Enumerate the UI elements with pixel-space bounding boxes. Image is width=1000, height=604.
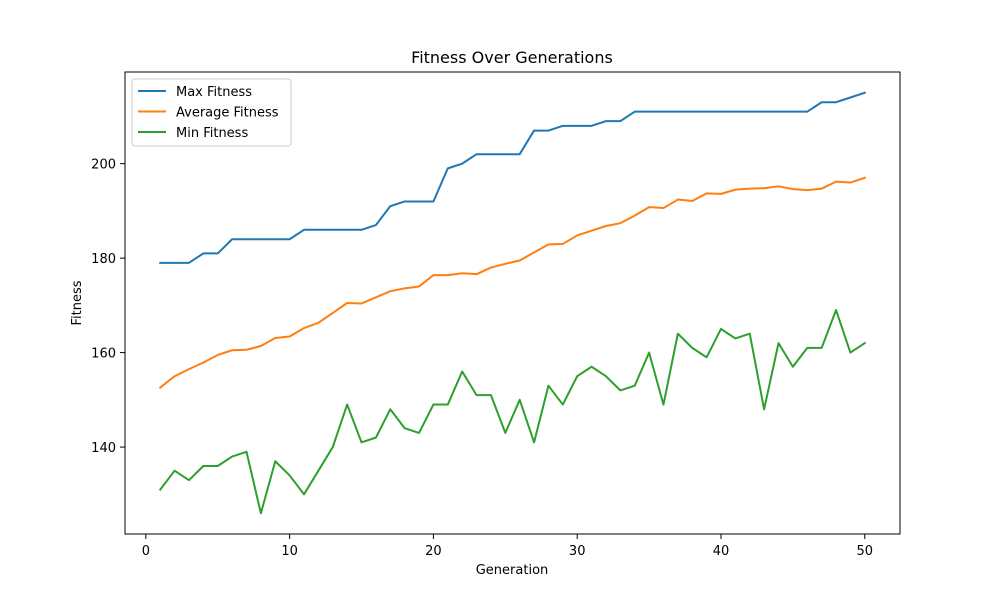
legend: Max Fitness Average Fitness Min Fitness bbox=[131, 78, 292, 147]
x-tick-label-1: 10 bbox=[281, 544, 298, 559]
legend-label-1: Average Fitness bbox=[176, 106, 279, 121]
plot-area bbox=[158, 91, 867, 515]
x-tick-label-3: 30 bbox=[569, 544, 586, 559]
series-line-2 bbox=[158, 309, 867, 515]
plot-frame bbox=[124, 71, 901, 535]
legend-box bbox=[131, 78, 292, 147]
y-tick-label-3: 200 bbox=[91, 158, 116, 173]
chart-title: Fitness Over Generations bbox=[411, 48, 613, 67]
legend-label-0: Max Fitness bbox=[176, 85, 252, 100]
x-axis-label: Generation bbox=[476, 563, 549, 578]
x-tick-label-4: 40 bbox=[713, 544, 730, 559]
x-axis: 0 10 20 30 40 50 bbox=[142, 534, 873, 559]
x-tick-label-5: 50 bbox=[856, 544, 873, 559]
y-tick-label-2: 180 bbox=[91, 252, 116, 267]
x-tick-label-0: 0 bbox=[142, 544, 150, 559]
y-tick-label-1: 160 bbox=[91, 347, 116, 362]
legend-label-2: Min Fitness bbox=[176, 126, 248, 141]
series-line-1 bbox=[158, 176, 867, 389]
y-tick-label-0: 140 bbox=[91, 441, 116, 456]
y-axis-label: Fitness bbox=[70, 280, 85, 325]
x-tick-label-2: 20 bbox=[425, 544, 442, 559]
y-axis: 140 160 180 200 bbox=[91, 158, 125, 456]
series-line-0 bbox=[159, 91, 867, 264]
